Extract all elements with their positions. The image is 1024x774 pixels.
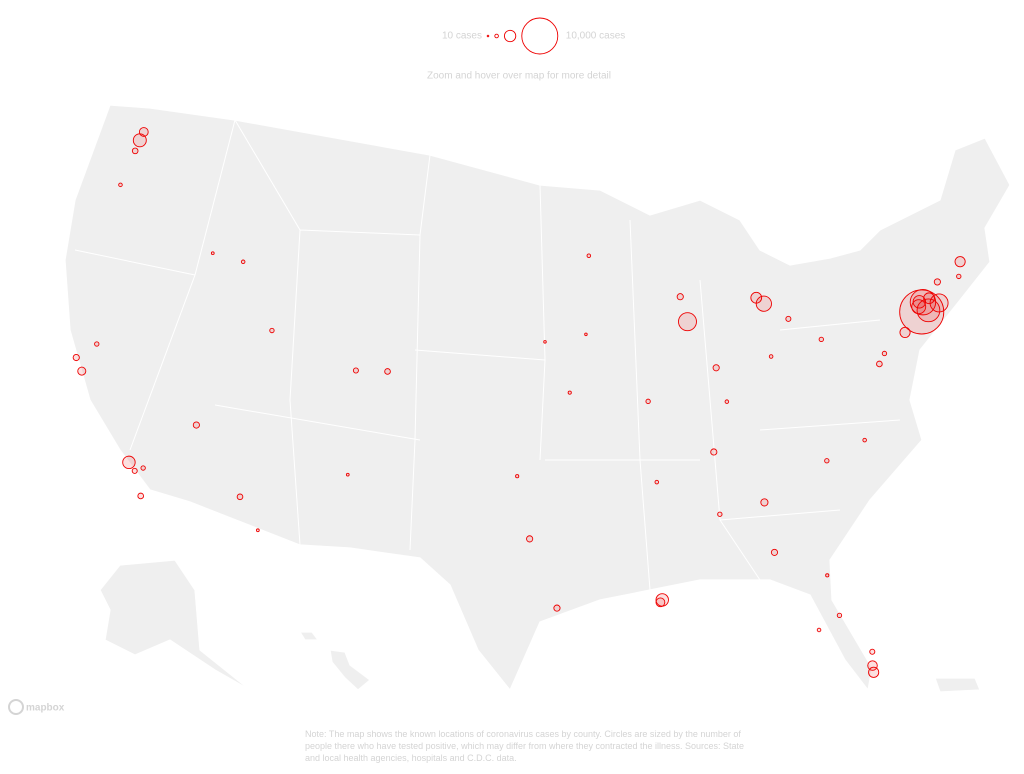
hawaii [298, 631, 371, 691]
case-circle [933, 278, 941, 286]
case-circle [654, 479, 660, 485]
case-circle [586, 253, 592, 258]
case-circle [384, 368, 391, 375]
case-circle [118, 182, 123, 188]
case-circle [760, 498, 769, 507]
case-circle [818, 336, 824, 343]
case-circle [94, 341, 100, 347]
case-circle [543, 340, 547, 344]
legend-circle [521, 17, 559, 55]
case-circle [785, 315, 792, 322]
case-circle [836, 612, 843, 618]
legend-circle [494, 33, 499, 39]
puerto-rico [934, 677, 981, 693]
case-circle [72, 353, 80, 362]
case-circle [755, 295, 772, 312]
case-circle [916, 298, 941, 323]
case-circle [824, 458, 830, 464]
case-circles [72, 127, 966, 678]
case-circle [131, 467, 138, 474]
case-circle [140, 465, 146, 471]
legend-circle [503, 29, 517, 43]
case-circle [923, 292, 935, 305]
case-circle [899, 326, 911, 338]
case-circle [645, 398, 651, 404]
state-borders [74, 119, 901, 591]
case-circle [515, 474, 520, 479]
mapbox-logo [8, 699, 24, 715]
case-circle [911, 299, 927, 315]
case-circle [192, 421, 200, 429]
case-circle [676, 293, 684, 301]
case-circle [710, 448, 718, 456]
case-circle [584, 332, 588, 337]
note: Note: The map shows the known locations … [305, 729, 745, 763]
case-circle [816, 627, 822, 633]
case-circle [724, 399, 730, 404]
case-circle [122, 455, 136, 470]
case-circle [240, 259, 246, 265]
case-circle [954, 256, 966, 268]
case-circle [131, 147, 139, 155]
case-circle [526, 535, 534, 543]
legend-circle [486, 34, 490, 38]
case-circle [869, 648, 876, 655]
case-circle [678, 312, 697, 332]
case-circle [956, 273, 962, 280]
attribution: mapbox [26, 703, 65, 714]
case-circle [77, 366, 87, 376]
case-circle [567, 390, 572, 395]
case-circle [750, 291, 763, 304]
case-circle [881, 350, 888, 357]
case-circle [236, 493, 244, 501]
case-circle [345, 472, 350, 477]
case-circle [137, 492, 144, 500]
case-circle [862, 437, 867, 443]
legend-label: 10,000 cases [566, 31, 626, 42]
hint: Zoom and hover over map for more detail [427, 71, 611, 82]
case-circle [712, 364, 720, 372]
case-circle [553, 604, 561, 612]
case-circle [655, 597, 666, 608]
case-circle [825, 573, 830, 578]
legend: 10 cases 10,000 cases [442, 17, 626, 55]
case-circle [352, 367, 359, 374]
case-circle [256, 528, 260, 533]
us-mainland [64, 104, 1011, 692]
case-circle [770, 548, 779, 556]
legend-label: 10 cases [442, 31, 482, 42]
case-circle [210, 251, 215, 256]
case-circle [717, 511, 723, 517]
alaska [99, 559, 251, 691]
case-circle [876, 360, 883, 368]
case-circle [768, 354, 774, 359]
case-circle [269, 327, 275, 334]
case-circle [867, 660, 878, 671]
case-circle [138, 127, 149, 137]
